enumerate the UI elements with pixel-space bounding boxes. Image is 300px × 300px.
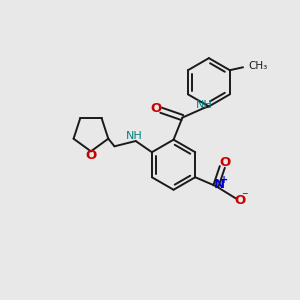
Text: N: N [214, 178, 225, 191]
Text: CH₃: CH₃ [248, 61, 268, 71]
Text: O: O [219, 156, 230, 169]
Text: O: O [151, 102, 162, 115]
Text: NH: NH [126, 131, 142, 141]
Text: ⁻: ⁻ [242, 190, 248, 203]
Text: O: O [234, 194, 245, 207]
Text: O: O [85, 149, 97, 162]
Text: +: + [220, 175, 228, 184]
Text: NH: NH [196, 100, 213, 110]
